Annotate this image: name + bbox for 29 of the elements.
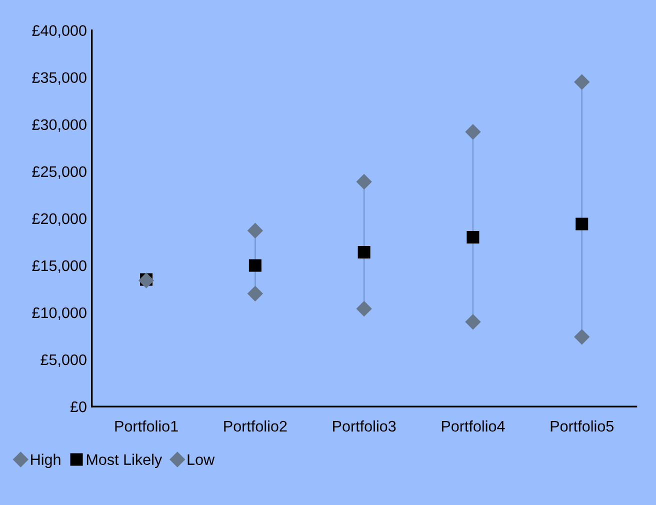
x-tick-label: Portfolio4 — [442, 420, 505, 432]
y-tick-label: £5,000 — [40, 354, 86, 367]
point — [466, 230, 480, 244]
x-tick-label: Portfolio2 — [224, 420, 287, 432]
point — [576, 218, 588, 230]
legend-label: Most Likely — [86, 454, 162, 468]
y-tick-label: £30,000 — [32, 119, 86, 132]
point — [574, 329, 590, 344]
x-tick-label: Portfolio3 — [333, 420, 396, 432]
y-tick-label: £35,000 — [32, 72, 86, 85]
point — [465, 124, 481, 140]
point — [574, 74, 590, 90]
legend-label: High — [31, 454, 60, 468]
y-tick-label: £15,000 — [32, 260, 86, 273]
y-tick-label: £40,000 — [32, 25, 86, 38]
x-tick-label: Portfolio5 — [550, 420, 614, 432]
point — [248, 223, 263, 238]
point — [248, 259, 262, 272]
y-tick-label: £0 — [70, 401, 86, 412]
point — [465, 314, 481, 330]
point — [358, 246, 370, 259]
legend-label: Low — [188, 454, 215, 465]
point — [356, 301, 372, 316]
y-tick-label: £10,000 — [32, 307, 86, 320]
y-tick-label: £25,000 — [32, 166, 86, 179]
point — [248, 286, 263, 302]
point — [356, 174, 372, 190]
x-tick-label: Portfolio1 — [115, 420, 178, 432]
y-tick-label: £20,000 — [32, 213, 86, 226]
